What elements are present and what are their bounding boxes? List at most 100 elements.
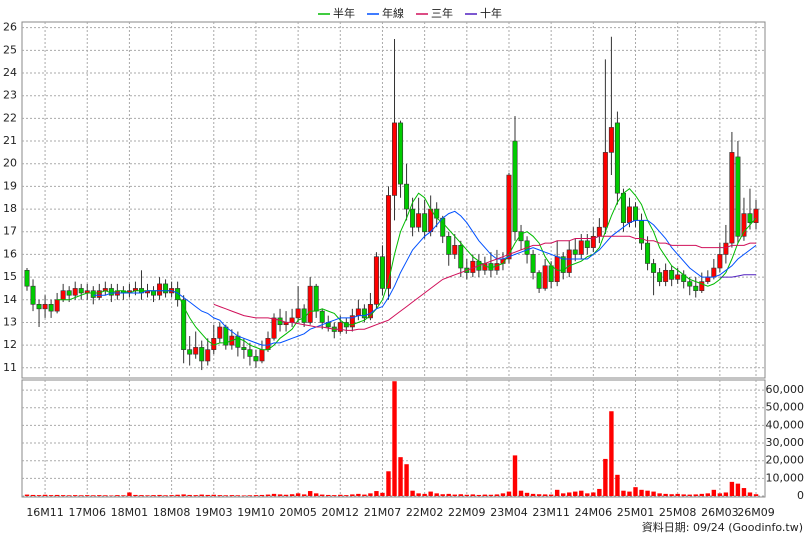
volume-bar [476,494,482,496]
volume-bar [368,493,373,496]
x-tick-label: 25M01 [617,506,655,519]
candle-body [488,263,494,271]
volume-bar [42,494,48,496]
candle-body [705,276,711,282]
candle-body [711,267,717,278]
volume-bar [169,495,174,496]
y-tick-label: 20 [3,157,17,170]
volume-bar [91,495,96,496]
volume-bar [127,492,132,496]
volume-bar [410,490,415,496]
volume-bar [597,488,602,496]
candle-body [693,285,699,292]
y-tick-label: 17 [3,225,17,238]
volume-bar [488,494,494,496]
candle-body [416,213,422,228]
volume-bar [452,494,457,496]
x-tick-label: 20M12 [322,506,360,519]
candle-body [361,308,367,319]
candle-body [72,288,78,296]
volume-bar [211,494,216,496]
candle-body [247,349,253,357]
candle-body [741,213,747,237]
volume-bar [518,490,524,496]
volume-bar [60,495,66,496]
candle-body [24,269,30,287]
volume-bar [24,494,30,496]
candle-body [313,285,319,312]
ma-line [719,274,756,278]
volume-bar [374,491,379,496]
volume-bar [645,490,650,496]
candle-body [96,290,102,298]
volume-bar [253,495,259,496]
volume-bar [392,381,397,496]
candle-body [560,256,566,273]
volume-bar [85,495,90,496]
candle-body [271,317,277,339]
candle-body [241,347,247,350]
candle-body [48,304,54,312]
volume-bar [458,494,463,496]
volume-bar [283,494,289,496]
x-tick-label: 20M05 [279,506,317,519]
volume-bar [579,490,584,496]
volume-bar [434,493,439,496]
volume-bar [603,458,608,496]
volume-bar [332,495,337,496]
volume-bar [585,493,590,496]
volume-bar [693,494,698,496]
candle-body [319,310,325,323]
volume-bar [536,494,542,496]
x-tick-label: 23M11 [532,506,570,519]
volume-bar [675,493,680,496]
candle-body [645,242,651,264]
candle-body [181,299,187,350]
y-tick-label: 12 [3,338,17,351]
candle-body [60,290,66,301]
volume-bar [145,495,150,496]
volume-bar [109,495,114,496]
volume-bar [416,493,421,496]
candle-body [675,274,681,280]
volume-bar [362,494,367,496]
volume-bar [464,494,470,496]
volume-bar [66,495,72,496]
volume-bar [633,487,638,496]
candle-body [157,283,163,296]
candle-body [404,183,410,210]
volume-bar [350,494,355,496]
volume-bar [338,494,343,496]
candle-body [205,349,211,362]
volume-bar [446,493,451,496]
candle-body [663,269,669,282]
volume-bar [524,492,530,496]
volume-bar [133,494,138,496]
candle-body [506,174,512,260]
y2-tick-label: 10,000 [766,471,805,484]
volume-bar [699,493,704,496]
y2-tick-label: 40,000 [766,418,805,431]
candle-body [747,213,753,223]
volume-bar [506,491,512,496]
candle-body [639,220,645,244]
y-tick-label: 25 [3,43,17,56]
candle-body [434,208,440,219]
candle-body [199,347,205,362]
legend-label: 年線 [382,6,404,20]
volume-bar [199,494,204,496]
candle-body [735,156,741,237]
x-tick-label: 26M09 [737,506,775,519]
candle-body [452,245,458,255]
candle-body [193,347,199,355]
candle-body [108,288,114,296]
volume-bar [320,494,325,496]
volume-bar [615,474,620,496]
candle-body [217,326,223,339]
y-tick-label: 18 [3,202,17,215]
x-tick-label: 19M03 [195,506,233,519]
volume-bar [157,494,162,496]
y-tick-label: 26 [3,21,17,34]
candle-body [349,315,355,328]
candle-body [494,263,500,271]
